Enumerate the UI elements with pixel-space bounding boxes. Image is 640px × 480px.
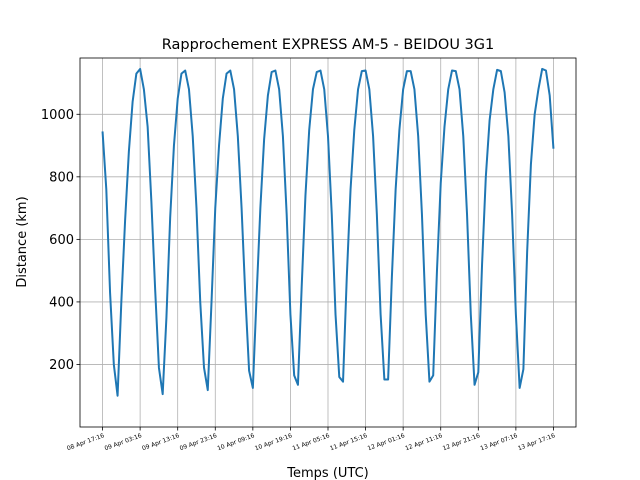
x-tick-label: 11 Apr 05:16 [292, 432, 331, 452]
y-axis: 200 400 600 800 1000 [41, 108, 80, 373]
x-tick-label: 12 Apr 01:16 [367, 432, 406, 452]
y-tick-label: 800 [49, 170, 74, 185]
x-tick-label: 12 Apr 21:16 [442, 432, 481, 452]
grid [80, 58, 576, 427]
x-tick-label: 08 Apr 17:16 [66, 432, 105, 452]
x-tick-label: 11 Apr 15:16 [329, 432, 368, 452]
x-tick-label: 13 Apr 07:16 [479, 432, 518, 452]
x-tick-label: 10 Apr 19:16 [254, 432, 293, 452]
x-axis-label: Temps (UTC) [286, 466, 368, 480]
y-tick-label: 1000 [41, 108, 74, 123]
y-axis-label: Distance (km) [15, 196, 30, 287]
x-tick-label: 12 Apr 11:16 [404, 432, 443, 452]
x-tick-label: 09 Apr 13:16 [141, 432, 180, 452]
x-tick-label: 10 Apr 09:16 [216, 432, 255, 452]
series-line [101, 67, 555, 397]
x-tick-label: 13 Apr 17:16 [517, 432, 556, 452]
chart-title: Rapprochement EXPRESS AM-5 - BEIDOU 3G1 [162, 37, 494, 53]
y-tick-label: 400 [49, 295, 74, 310]
y-tick-label: 600 [49, 233, 74, 248]
y-tick-label: 200 [49, 358, 74, 373]
x-tick-label: 09 Apr 23:16 [179, 432, 218, 452]
x-tick-label: 09 Apr 03:16 [104, 432, 143, 452]
